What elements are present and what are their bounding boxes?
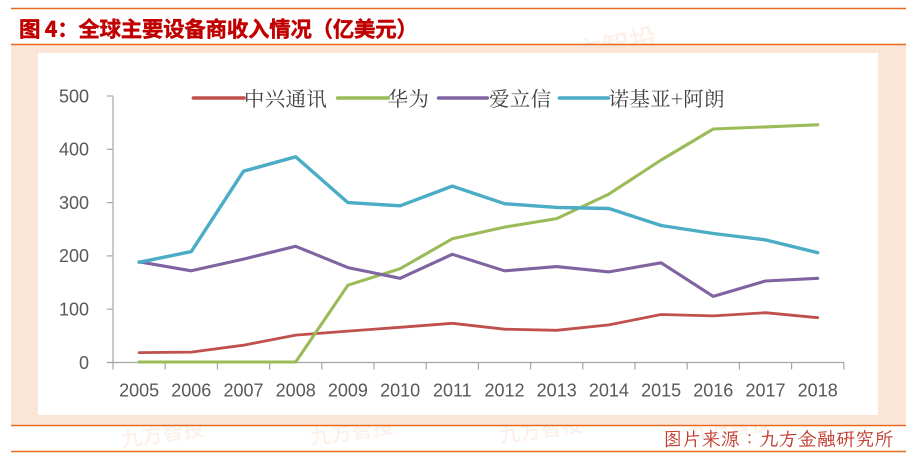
svg-text:2007: 2007 <box>223 381 263 401</box>
svg-text:2016: 2016 <box>693 381 733 401</box>
svg-text:100: 100 <box>59 300 89 320</box>
svg-text:2009: 2009 <box>328 381 368 401</box>
svg-text:2011: 2011 <box>433 381 472 401</box>
svg-text:2017: 2017 <box>745 381 785 401</box>
svg-text:0: 0 <box>79 353 89 373</box>
svg-text:2012: 2012 <box>484 381 524 401</box>
svg-text:400: 400 <box>59 140 89 160</box>
svg-text:2005: 2005 <box>119 381 159 401</box>
svg-text:2015: 2015 <box>641 381 681 401</box>
svg-text:200: 200 <box>59 246 89 266</box>
svg-text:2013: 2013 <box>537 381 577 401</box>
svg-text:500: 500 <box>59 86 89 106</box>
svg-text:2014: 2014 <box>589 381 629 401</box>
svg-text:2008: 2008 <box>276 381 316 401</box>
svg-text:2018: 2018 <box>798 381 838 401</box>
svg-text:300: 300 <box>59 193 89 213</box>
svg-text:2010: 2010 <box>380 381 420 401</box>
svg-text:2006: 2006 <box>171 381 211 401</box>
